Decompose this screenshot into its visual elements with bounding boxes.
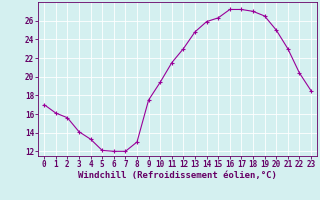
X-axis label: Windchill (Refroidissement éolien,°C): Windchill (Refroidissement éolien,°C) — [78, 171, 277, 180]
